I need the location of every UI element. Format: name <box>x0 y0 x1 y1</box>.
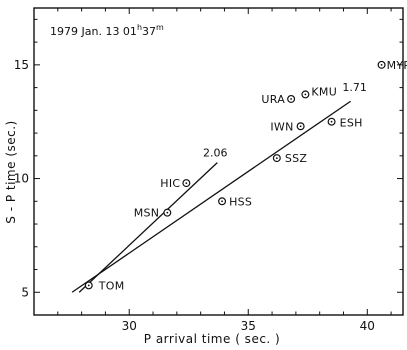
station-marker-dot <box>166 211 169 214</box>
fit-line <box>78 162 218 293</box>
station-label: URA <box>261 93 285 106</box>
x-tick-label: 40 <box>360 319 375 333</box>
data-points <box>84 60 386 290</box>
station-label: ESH <box>340 117 363 130</box>
y-tick-label: 15 <box>14 58 29 72</box>
station-marker-dot <box>304 93 307 96</box>
station-marker-dot <box>185 182 188 185</box>
fit-lines <box>71 100 351 293</box>
station-marker-dot <box>290 98 293 100</box>
station-label: MYR <box>387 59 407 72</box>
station-label: HIC <box>160 177 180 190</box>
station-label: HSS <box>229 195 252 208</box>
station-label: KMU <box>311 85 337 98</box>
x-tick-label: 35 <box>241 319 256 333</box>
plot-frame <box>33 7 404 316</box>
fit-line <box>71 100 351 293</box>
x-axis-label: P arrival time ( sec. ) <box>144 332 280 346</box>
station-marker-dot <box>330 120 333 123</box>
slope-label: 1.71 <box>342 81 367 94</box>
x-tick-label: 30 <box>122 319 137 333</box>
y-tick-label: 5 <box>21 285 29 299</box>
labels: 2.06 1.71 TOM MSN HIC HSS SSZ IWN ESH URA KMU MYR <box>98 59 407 293</box>
station-marker-dot <box>221 200 223 203</box>
slope-label: 2.06 <box>203 147 228 160</box>
station-label: IWN <box>270 120 293 133</box>
station-marker-dot <box>275 157 278 159</box>
axes: 30 35 40 5 10 15 <box>14 7 404 333</box>
station-marker-dot <box>380 63 383 66</box>
station-label: SSZ <box>285 152 308 165</box>
event-annotation: 1979 Jan. 13 01h37m <box>50 23 164 38</box>
station-marker-dot <box>299 125 302 128</box>
y-axis-label: S - P time (sec.) <box>4 120 18 223</box>
station-label: MSN <box>134 207 160 220</box>
y-tick-label: 10 <box>14 172 29 186</box>
station-label: TOM <box>98 279 125 292</box>
station-marker-dot <box>87 284 90 287</box>
